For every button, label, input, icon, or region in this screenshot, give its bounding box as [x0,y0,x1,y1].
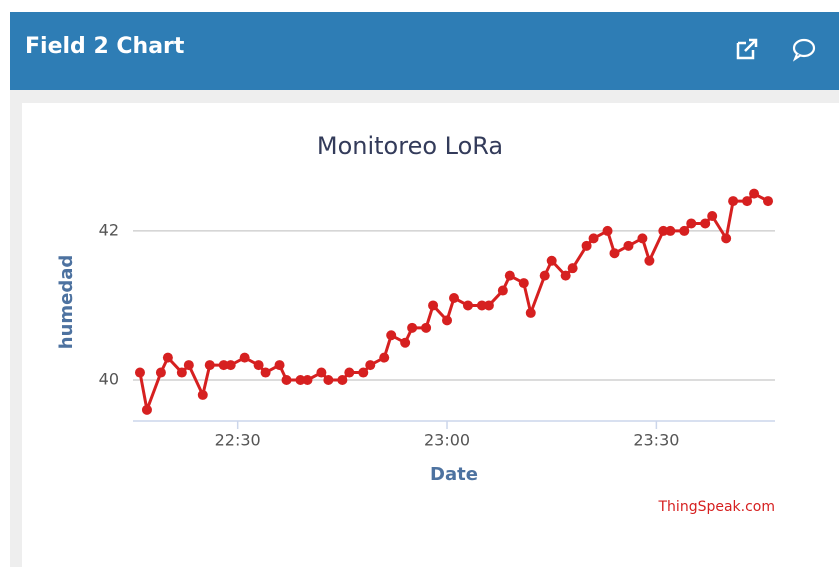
point [763,196,774,207]
point [407,322,418,333]
point [609,248,620,259]
point [449,293,459,303]
y-axis-label: humedad [56,255,77,350]
point [623,240,634,251]
point [358,367,369,378]
x-axis-label: Date [430,464,478,485]
comment-icon[interactable] [790,36,818,62]
point [581,240,592,251]
open-icon[interactable] [734,36,760,62]
point [462,300,473,311]
point [400,337,411,348]
point [239,352,250,363]
point [302,375,313,385]
x-tick-label: 23:00 [424,431,470,450]
card [22,103,839,567]
point [588,233,599,244]
point [176,367,187,378]
y-tick-label: 42 [99,220,119,239]
point [204,360,215,371]
point [260,367,271,378]
point [218,360,229,371]
point [155,367,166,378]
point [707,211,718,221]
point [183,360,194,371]
point [281,375,292,385]
point [162,352,173,363]
x-tick-label: 23:30 [633,431,679,450]
point [428,300,439,311]
header-title: Field 2 Chart [25,34,185,59]
y-tick-label: 40 [99,370,119,389]
point [197,389,208,400]
point [567,263,578,274]
point [497,285,508,296]
point [253,360,264,371]
point [518,278,529,289]
point [225,360,236,371]
point [665,225,676,236]
point [295,375,306,385]
point [483,300,494,311]
chart-title: Monitoreo LoRa [317,132,503,160]
point [658,225,669,236]
credit: ThingSpeak.com [658,499,776,515]
point [637,233,648,244]
point [344,367,355,378]
point [365,360,376,371]
point [386,330,397,341]
point [728,196,739,207]
point [442,315,453,326]
point [560,270,571,281]
point [644,255,655,266]
point [323,375,334,385]
point [742,196,753,207]
point [539,270,550,281]
point [700,218,711,229]
point [316,367,327,378]
point [602,225,613,236]
point [476,300,487,311]
point [421,322,432,333]
point [379,352,390,363]
x-tick-label: 22:30 [215,431,261,450]
point [721,233,732,244]
header-bar: Field 2 Chart [10,12,839,90]
point [134,367,145,378]
point [525,307,536,318]
point [504,270,515,281]
point [274,360,285,371]
point [686,218,697,229]
point [141,404,152,415]
point [749,188,760,199]
point [679,225,690,236]
point [546,255,557,266]
point [337,375,348,385]
